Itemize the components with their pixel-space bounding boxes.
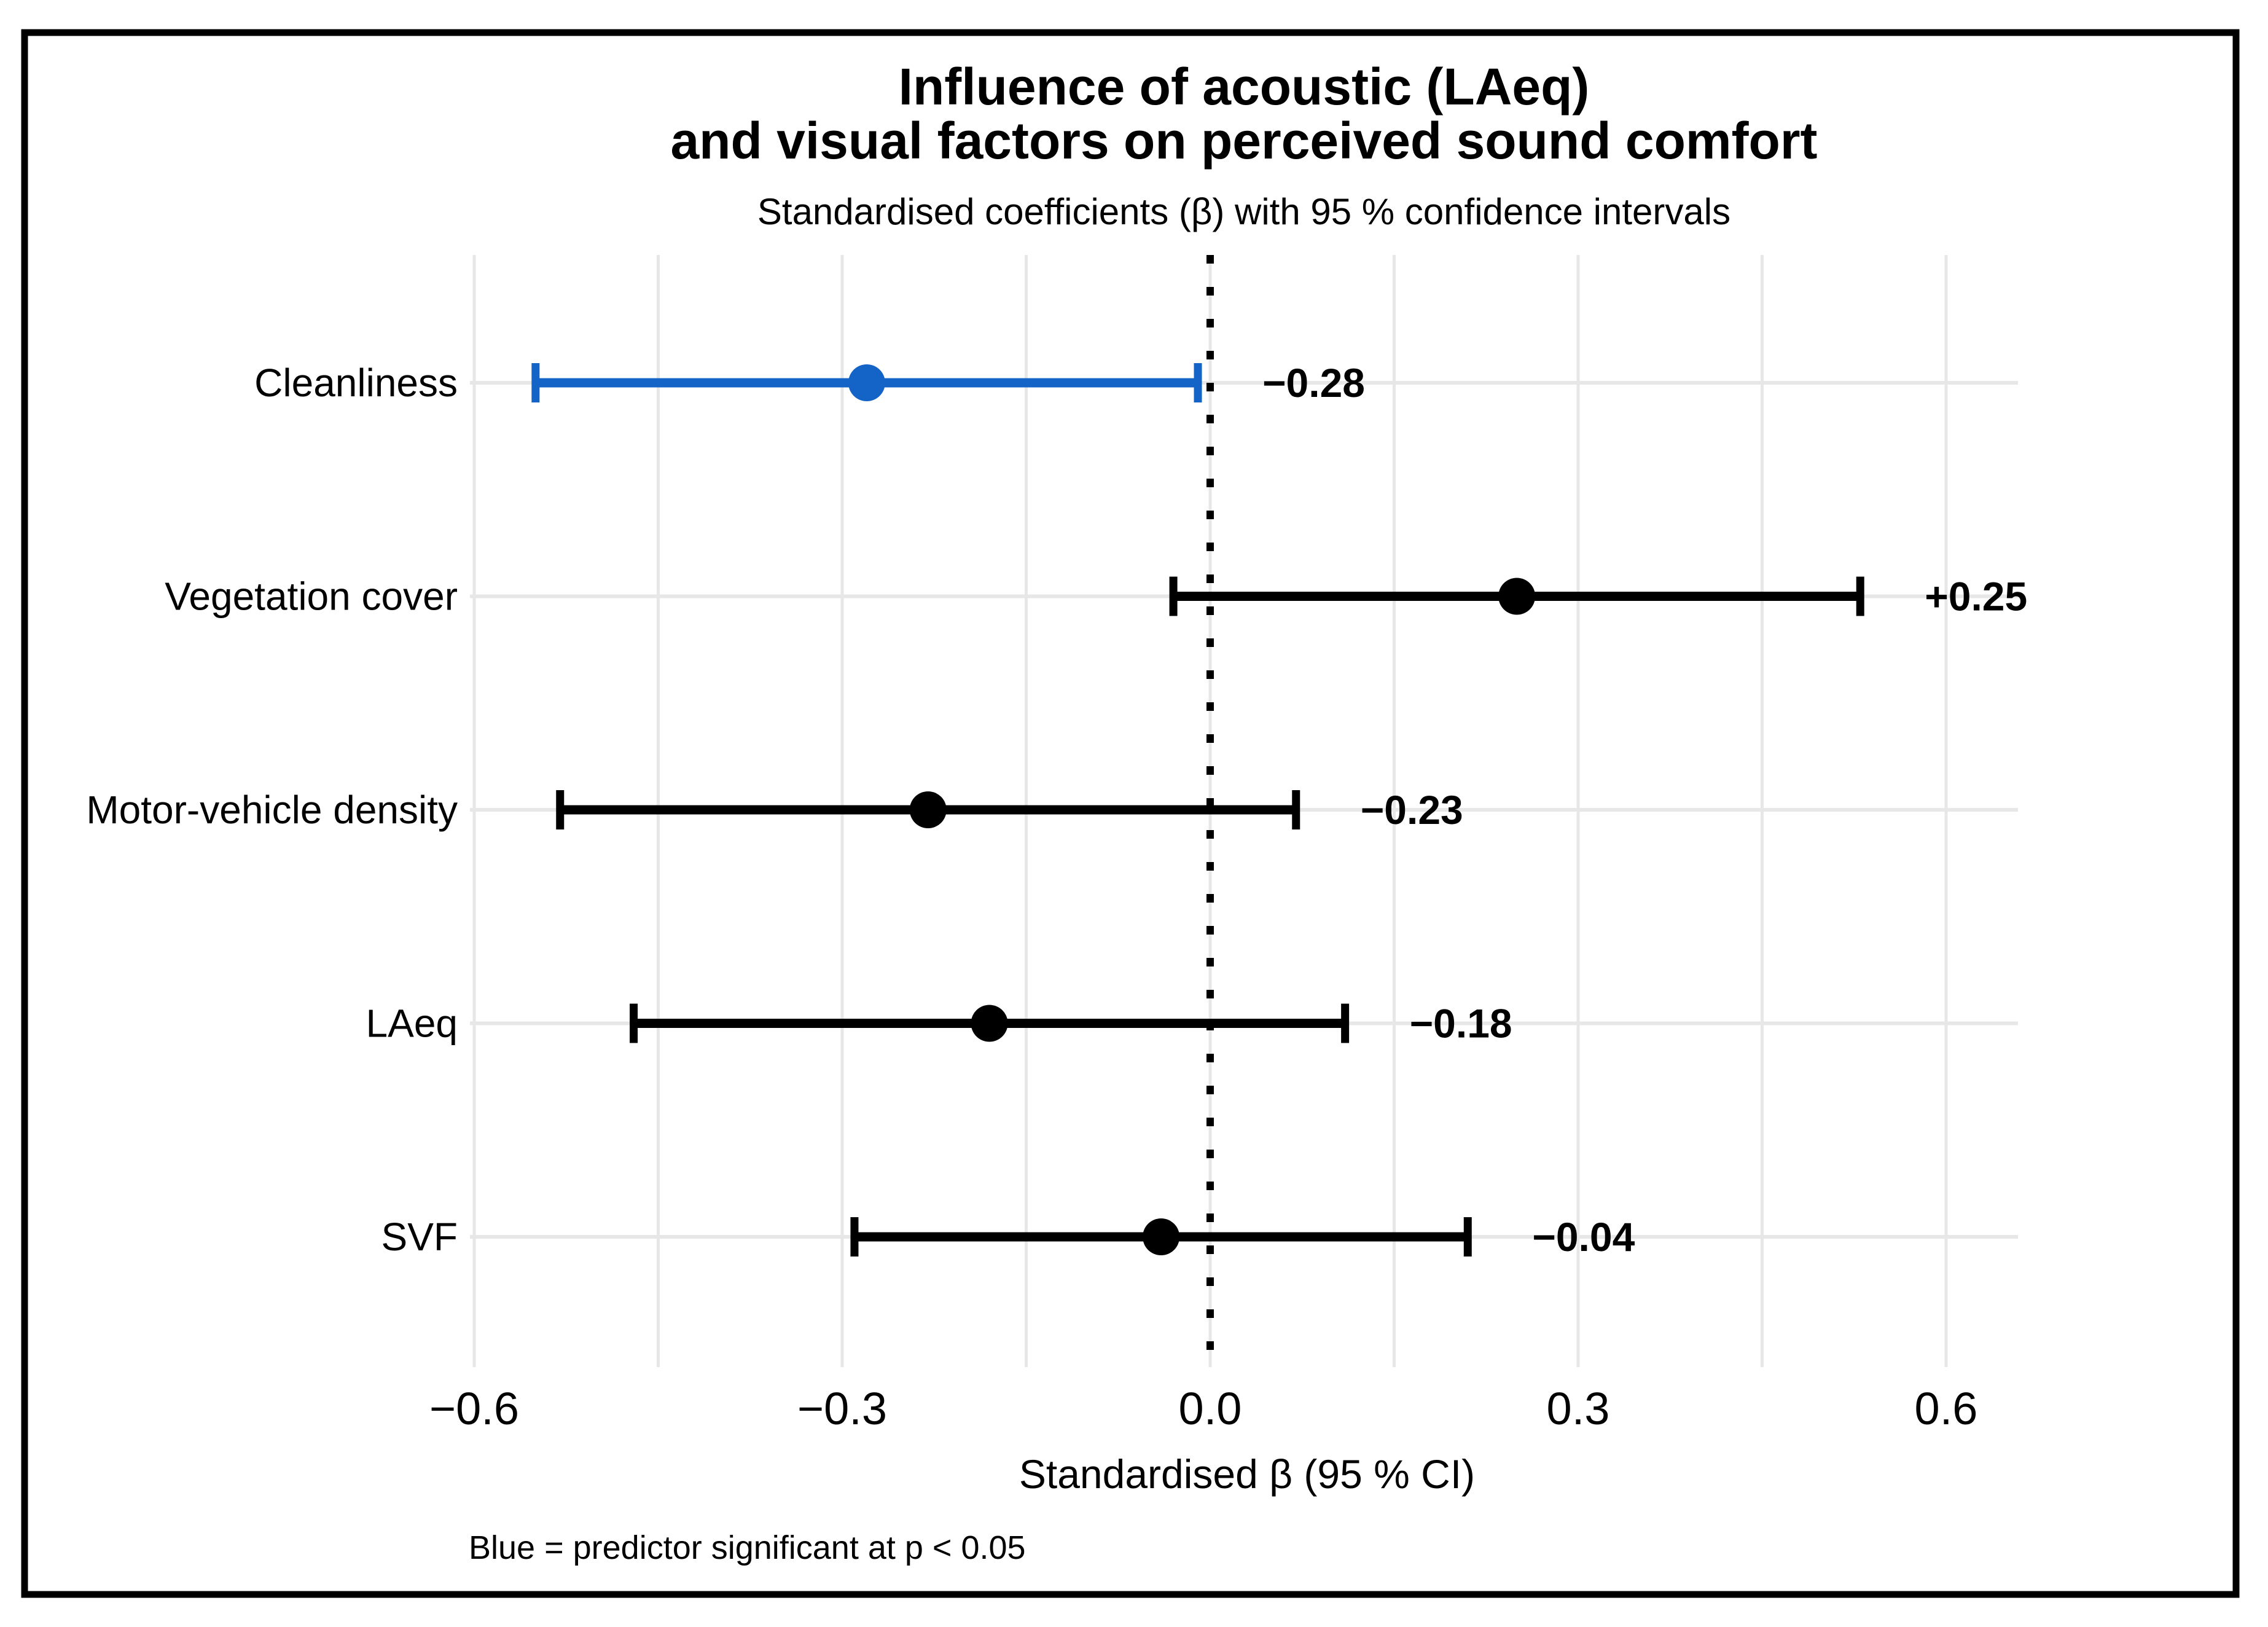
x-axis-title: Standardised β (95 % CI): [1019, 1451, 1475, 1497]
value-label: −0.04: [1532, 1214, 1635, 1260]
point-marker: [1143, 1218, 1180, 1255]
x-tick-label: 0.3: [1547, 1383, 1610, 1434]
chart-subtitle: Standardised coefficients (β) with 95 % …: [757, 191, 1730, 232]
category-label: Cleanliness: [254, 361, 458, 405]
category-label: LAeq: [366, 1002, 458, 1046]
chart-title-line1: Influence of acoustic (LAeq): [899, 58, 1590, 116]
x-tick-label: −0.6: [429, 1383, 519, 1434]
value-label: +0.25: [1925, 574, 2027, 619]
category-label: SVF: [381, 1215, 458, 1259]
value-label: −0.28: [1262, 360, 1365, 406]
point-marker: [848, 364, 885, 401]
caption-significance-note: Blue = predictor significant at p < 0.05: [469, 1529, 1026, 1566]
point-marker: [971, 1005, 1008, 1042]
category-label: Motor-vehicle density: [86, 788, 458, 832]
outer-border: [21, 29, 2240, 1598]
value-label: −0.18: [1410, 1001, 1512, 1046]
point-marker: [909, 791, 947, 828]
category-label: Vegetation cover: [165, 574, 458, 619]
x-tick-label: −0.3: [797, 1383, 887, 1434]
x-tick-label: 0.0: [1179, 1383, 1242, 1434]
point-marker: [1498, 578, 1536, 615]
value-label: −0.23: [1361, 787, 1463, 833]
x-tick-label: 0.6: [1915, 1383, 1978, 1434]
chart-title-line2: and visual factors on perceived sound co…: [670, 112, 1817, 170]
plot-panel: Cleanliness −0.28 Vegetation cover +0.25 Mot…: [86, 255, 2027, 1434]
